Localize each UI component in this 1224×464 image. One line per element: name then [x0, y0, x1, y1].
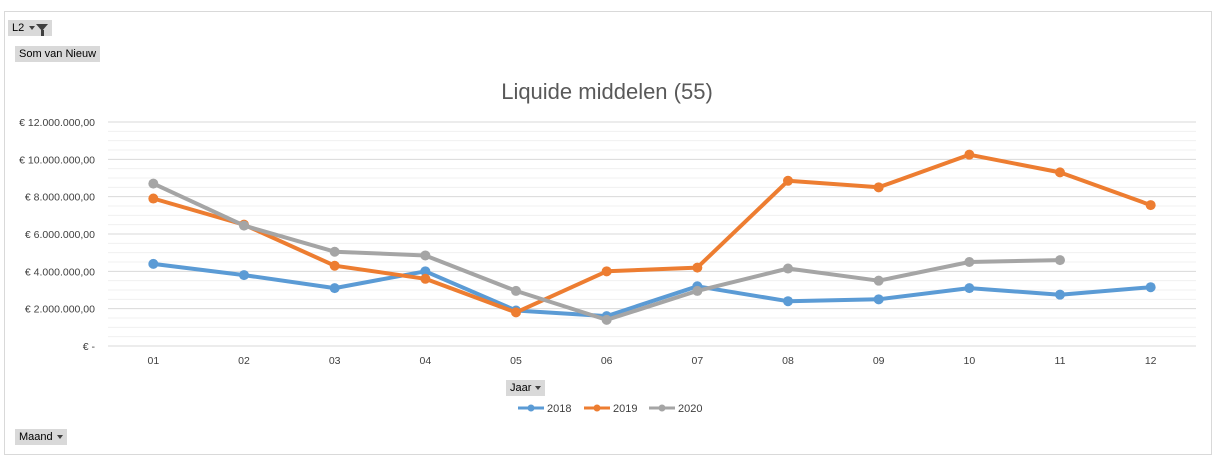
dropdown-arrow-icon [29, 26, 36, 31]
data-point-2020 [1055, 255, 1065, 266]
series-line-2018 [151, 261, 1153, 319]
x-tick-label: 03 [329, 355, 341, 367]
value-field-button[interactable]: Som van Nieuw [15, 46, 101, 62]
data-point-2018 [1055, 289, 1065, 300]
x-tick-label: 09 [873, 355, 885, 367]
y-tick-label: € 4.000.000,00 [25, 266, 95, 278]
legend-label-2020: 2020 [678, 403, 702, 415]
axis-field-label: Maand [19, 431, 53, 443]
x-tick-label: 07 [691, 355, 703, 367]
data-point-2019 [601, 266, 612, 277]
axis-field-button-maand[interactable]: Maand [15, 429, 67, 445]
chart-frame [4, 11, 1212, 455]
data-point-2018 [1145, 282, 1156, 293]
x-tick-label: 08 [782, 355, 794, 367]
series-lines [148, 149, 1156, 325]
data-point-2019 [420, 273, 431, 284]
legend-field-label: Jaar [510, 382, 532, 394]
legend-marker-2020 [658, 404, 666, 412]
y-axis-ticks: € - € 2.000.000,00 € 4.000.000,00 € 6.000.0… [19, 117, 95, 353]
x-tick-label: 02 [238, 355, 250, 367]
x-axis-ticks: 01 02 03 04 05 06 07 08 09 10 11 12 [147, 355, 1156, 367]
data-point-2018 [148, 258, 159, 269]
data-point-2019 [511, 307, 521, 318]
data-point-2020 [511, 285, 521, 296]
data-point-2018 [239, 270, 249, 281]
x-tick-label: 01 [147, 355, 159, 367]
data-point-2019 [692, 262, 703, 273]
data-point-2020 [783, 263, 793, 274]
filter-funnel-icon [36, 23, 49, 36]
data-point-2018 [420, 266, 431, 277]
data-point-2019 [873, 182, 884, 193]
data-point-2019 [329, 260, 340, 271]
y-tick-label: € 12.000.000,00 [19, 117, 95, 129]
data-point-2020 [148, 178, 159, 189]
y-tick-label: € - [83, 341, 96, 353]
x-tick-label: 12 [1145, 355, 1157, 367]
filter-button-l2[interactable]: L2 [8, 20, 53, 36]
data-point-2020 [964, 257, 975, 267]
data-point-2020 [239, 220, 249, 231]
legend-field-button-jaar[interactable]: Jaar [506, 380, 546, 396]
legend-label-2019: 2019 [613, 403, 637, 415]
data-point-2019 [783, 175, 793, 186]
x-tick-label: 05 [510, 355, 522, 367]
dropdown-arrow-icon [535, 386, 542, 391]
data-point-2020 [601, 314, 612, 325]
legend-marker-2019 [593, 404, 601, 412]
y-tick-label: € 6.000.000,00 [25, 229, 95, 241]
data-point-2018 [783, 296, 793, 307]
dropdown-arrow-icon [56, 435, 63, 440]
y-tick-label: € 8.000.000,00 [25, 192, 95, 204]
legend-label-2018: 2018 [547, 403, 571, 415]
data-point-2019 [148, 193, 159, 204]
data-point-2019 [1145, 200, 1156, 211]
series-line-2019 [151, 152, 1153, 315]
data-point-2019 [964, 149, 975, 160]
data-point-2018 [329, 283, 340, 294]
data-point-2020 [329, 246, 340, 257]
data-point-2020 [873, 275, 884, 286]
legend-marker-2018 [527, 404, 535, 412]
x-tick-label: 10 [963, 355, 975, 367]
legend: 2018 2019 2020 [518, 403, 702, 415]
x-tick-label: 11 [1055, 355, 1066, 367]
y-tick-label: € 2.000.000,00 [25, 304, 95, 316]
data-point-2020 [420, 250, 431, 261]
value-field-label: Som van Nieuw [19, 48, 97, 60]
x-tick-label: 04 [419, 355, 431, 367]
y-tick-label: € 10.000.000,00 [19, 154, 95, 166]
data-point-2018 [964, 283, 975, 294]
data-point-2018 [873, 294, 884, 305]
chart-title: Liquide middelen (55) [501, 79, 713, 104]
filter-label: L2 [12, 22, 25, 34]
data-point-2019 [1055, 167, 1065, 178]
x-tick-label: 06 [601, 355, 613, 367]
data-point-2020 [692, 285, 703, 296]
